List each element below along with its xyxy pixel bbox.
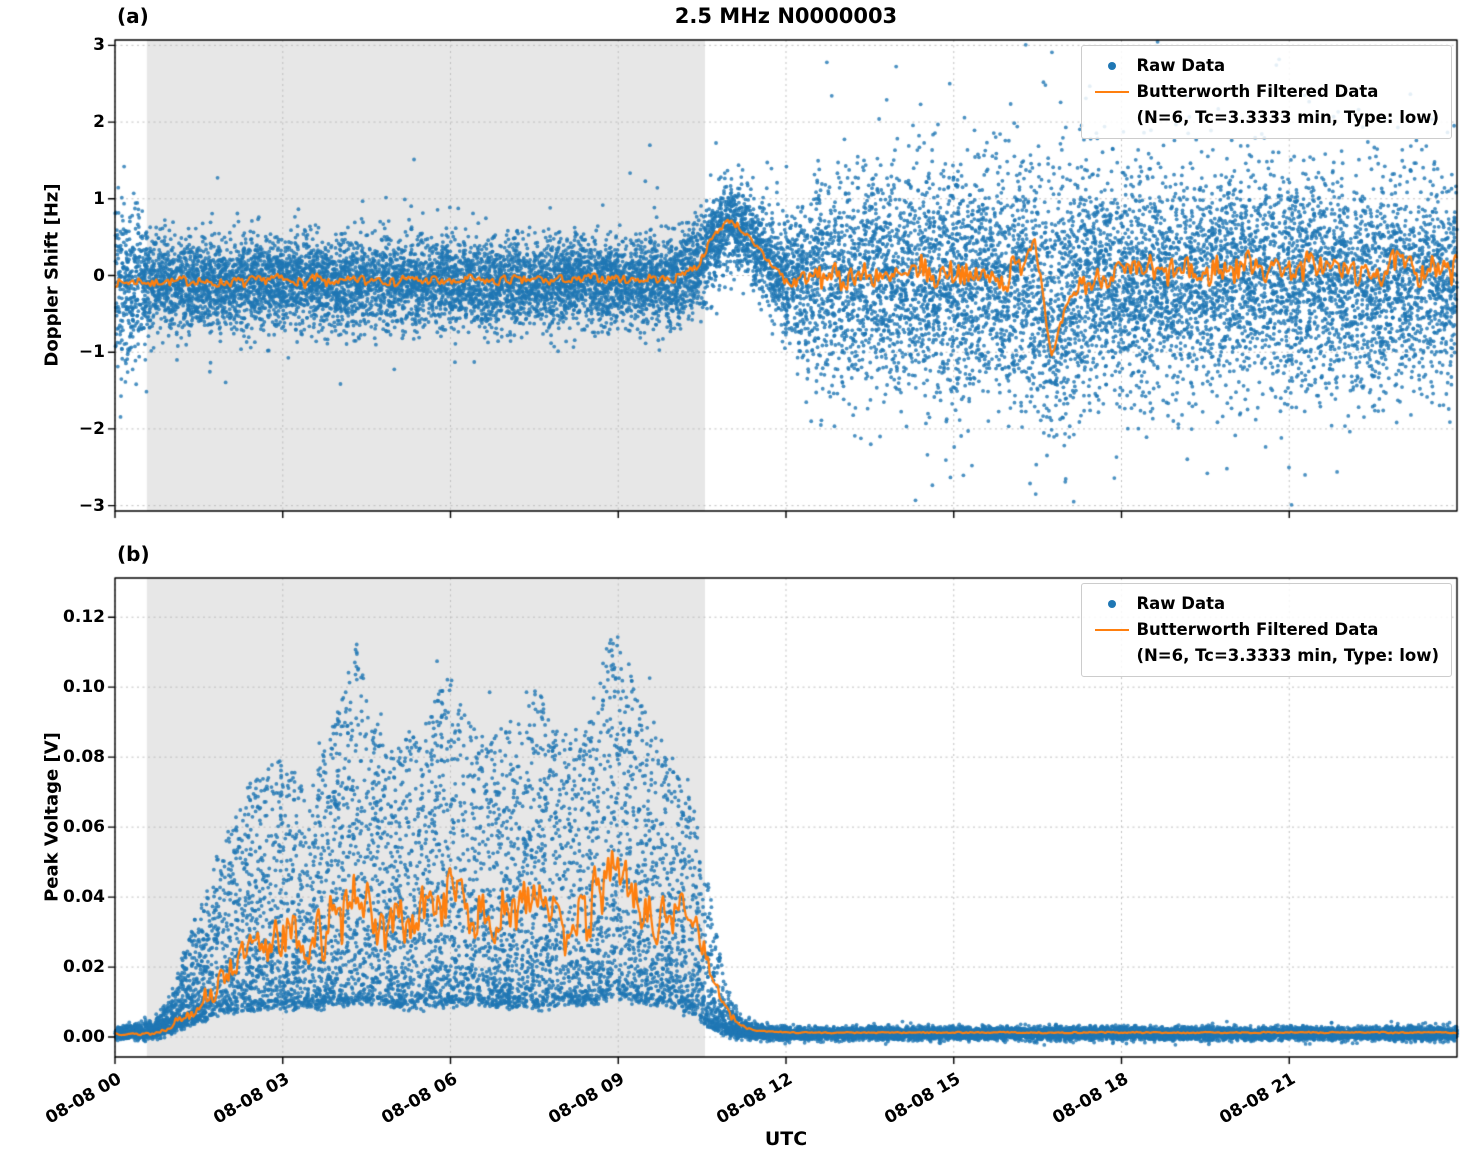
- filtered-line-marker: [1095, 91, 1130, 93]
- legend-marker-cell: [1088, 600, 1136, 608]
- legend-marker-cell: [1088, 62, 1136, 70]
- legend-row-filtered-params: (N=6, Tc=3.3333 min, Type: low): [1088, 643, 1439, 669]
- legend-filtered-params: (N=6, Tc=3.3333 min, Type: low): [1136, 108, 1439, 127]
- legend-marker-cell: [1088, 629, 1136, 631]
- legend-row-raw: Raw Data: [1088, 591, 1439, 617]
- legend-filtered-label: Butterworth Filtered Data: [1136, 620, 1379, 639]
- legend-row-filtered: Butterworth Filtered Data: [1088, 617, 1439, 643]
- raw-data-marker: [1108, 600, 1117, 608]
- legend-panel-b: Raw Data Butterworth Filtered Data (N=6,…: [1081, 583, 1452, 677]
- legend-row-filtered-params: (N=6, Tc=3.3333 min, Type: low): [1088, 105, 1439, 131]
- y-axis-label-doppler: Doppler Shift [Hz]: [41, 183, 63, 367]
- legend-row-raw: Raw Data: [1088, 53, 1439, 79]
- legend-filtered-params: (N=6, Tc=3.3333 min, Type: low): [1136, 646, 1439, 665]
- panel-b-label: (b): [117, 542, 150, 566]
- legend-row-filtered: Butterworth Filtered Data: [1088, 79, 1439, 105]
- x-axis-label: UTC: [764, 1128, 808, 1150]
- panel-a-label: (a): [117, 4, 149, 28]
- legend-filtered-label: Butterworth Filtered Data: [1136, 82, 1379, 101]
- y-axis-label-voltage: Peak Voltage [V]: [41, 732, 63, 902]
- figure-title: 2.5 MHz N0000003: [674, 4, 898, 28]
- legend-raw-label: Raw Data: [1136, 56, 1226, 75]
- filtered-line-marker: [1095, 629, 1130, 631]
- raw-data-marker: [1108, 62, 1117, 70]
- legend-marker-cell: [1088, 91, 1136, 93]
- legend-raw-label: Raw Data: [1136, 594, 1226, 613]
- legend-panel-a: Raw Data Butterworth Filtered Data (N=6,…: [1081, 45, 1452, 139]
